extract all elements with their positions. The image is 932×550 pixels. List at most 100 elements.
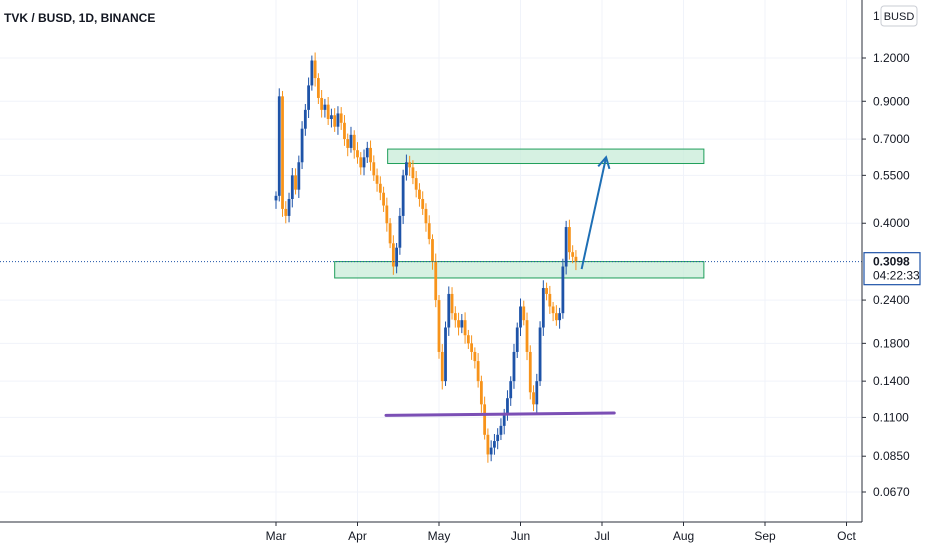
candle-body bbox=[476, 361, 480, 382]
x-tick-label: Jun bbox=[511, 529, 530, 543]
candle-body bbox=[541, 288, 545, 328]
candle-body bbox=[284, 208, 288, 216]
countdown-timer: 04:22:33 bbox=[873, 269, 920, 283]
annotations bbox=[0, 155, 862, 417]
candle-body bbox=[499, 425, 503, 435]
candle-body bbox=[489, 447, 493, 455]
candle-body bbox=[359, 157, 363, 168]
resistance-zone bbox=[387, 148, 705, 165]
y-tick-label: 0.7000 bbox=[873, 132, 910, 146]
candle-body bbox=[365, 147, 369, 158]
candle-body bbox=[424, 208, 428, 224]
candle-body bbox=[356, 150, 359, 158]
x-tick-label: Oct bbox=[837, 529, 856, 543]
candle-body bbox=[385, 205, 389, 224]
candle-body bbox=[502, 414, 506, 426]
last-price-tag-frame bbox=[863, 252, 921, 286]
y-tick-label: 0.0850 bbox=[873, 449, 910, 463]
candle-body bbox=[453, 313, 457, 321]
y-tick-label: 0.1800 bbox=[873, 336, 910, 350]
candle-body bbox=[434, 261, 438, 301]
last-price-tag: 0.3098 04:22:33 bbox=[863, 252, 921, 286]
candle-body bbox=[395, 247, 399, 267]
currency-button-frame[interactable] bbox=[880, 5, 918, 27]
price-axis: 1.2000 0.9000 0.7000 0.5500 0.4000 0.2400 0.18… bbox=[862, 51, 910, 499]
candle-body bbox=[571, 252, 575, 257]
candle-body bbox=[313, 60, 317, 79]
candle-body bbox=[405, 162, 408, 176]
support-trend-line bbox=[384, 411, 616, 417]
candle-body bbox=[303, 109, 307, 129]
candle-body bbox=[450, 293, 454, 314]
candle-body bbox=[444, 327, 447, 382]
y-tick-label: 1.2000 bbox=[873, 51, 910, 65]
y-tick-label: 0.9000 bbox=[873, 94, 910, 108]
candle-body bbox=[378, 183, 382, 193]
candle-body bbox=[558, 313, 562, 321]
candle-body bbox=[509, 381, 513, 399]
candle-body bbox=[512, 351, 516, 382]
candle-body bbox=[522, 306, 526, 321]
candle-body bbox=[437, 300, 441, 352]
candle-body bbox=[568, 227, 571, 253]
candle-body bbox=[574, 256, 578, 262]
candles bbox=[274, 52, 578, 463]
candle-body bbox=[493, 441, 496, 448]
candle-body bbox=[372, 162, 376, 176]
candle-body bbox=[343, 122, 346, 140]
currency-label[interactable]: BUSD bbox=[884, 11, 915, 23]
candle-body bbox=[330, 115, 333, 119]
support-zone bbox=[334, 261, 705, 279]
y-tick-label: 0.1100 bbox=[873, 410, 909, 424]
candle-body bbox=[320, 97, 324, 110]
candle-body bbox=[408, 162, 412, 168]
candle-body bbox=[307, 85, 310, 110]
candle-body bbox=[473, 351, 477, 362]
projection-arrow-head bbox=[597, 155, 611, 170]
grid bbox=[0, 0, 862, 522]
candle-body bbox=[294, 175, 297, 190]
x-tick-label: Aug bbox=[673, 529, 694, 543]
candle-body bbox=[431, 239, 434, 262]
candle-body bbox=[346, 139, 350, 148]
currency-button[interactable]: BUSD bbox=[880, 5, 918, 27]
last-price-value: 0.3098 bbox=[873, 255, 910, 269]
candle-body bbox=[561, 266, 565, 314]
candle-body bbox=[398, 215, 402, 248]
candle-body bbox=[339, 113, 343, 123]
candle-body bbox=[310, 60, 314, 86]
y-tick-label: 0.0670 bbox=[873, 485, 910, 499]
candle-body bbox=[427, 223, 431, 240]
candle-body bbox=[564, 227, 568, 267]
y-tick-label: 0.1400 bbox=[873, 374, 910, 388]
x-tick-label: Sep bbox=[754, 529, 776, 543]
candle-body bbox=[401, 175, 405, 216]
candle-body bbox=[316, 78, 320, 98]
candle-body bbox=[274, 195, 278, 201]
candle-body bbox=[336, 113, 340, 127]
candle-body bbox=[466, 335, 470, 344]
candle-body bbox=[528, 351, 532, 393]
x-tick-label: Mar bbox=[266, 529, 287, 543]
candle-body bbox=[326, 104, 330, 119]
candle-body bbox=[421, 198, 425, 209]
candle-body bbox=[470, 343, 473, 352]
time-axis: Mar Apr May Jun Jul Aug Sep Oct bbox=[266, 522, 856, 543]
candle-body bbox=[277, 96, 281, 196]
candle-body bbox=[375, 175, 379, 184]
candle-body bbox=[362, 157, 366, 168]
candle-body bbox=[297, 162, 301, 190]
candle-body bbox=[548, 293, 552, 307]
candle-body bbox=[483, 404, 487, 435]
y-tick-label: 0.5500 bbox=[873, 168, 910, 182]
candle-body bbox=[545, 288, 548, 294]
candle-body bbox=[382, 192, 385, 206]
candle-body bbox=[391, 243, 395, 267]
x-tick-label: Apr bbox=[348, 529, 367, 543]
x-tick-label: May bbox=[428, 529, 451, 543]
candle-body bbox=[463, 320, 467, 336]
candle-body bbox=[369, 147, 372, 163]
candle-body bbox=[287, 198, 291, 216]
candle-body bbox=[486, 434, 490, 455]
candle-body bbox=[418, 189, 421, 199]
